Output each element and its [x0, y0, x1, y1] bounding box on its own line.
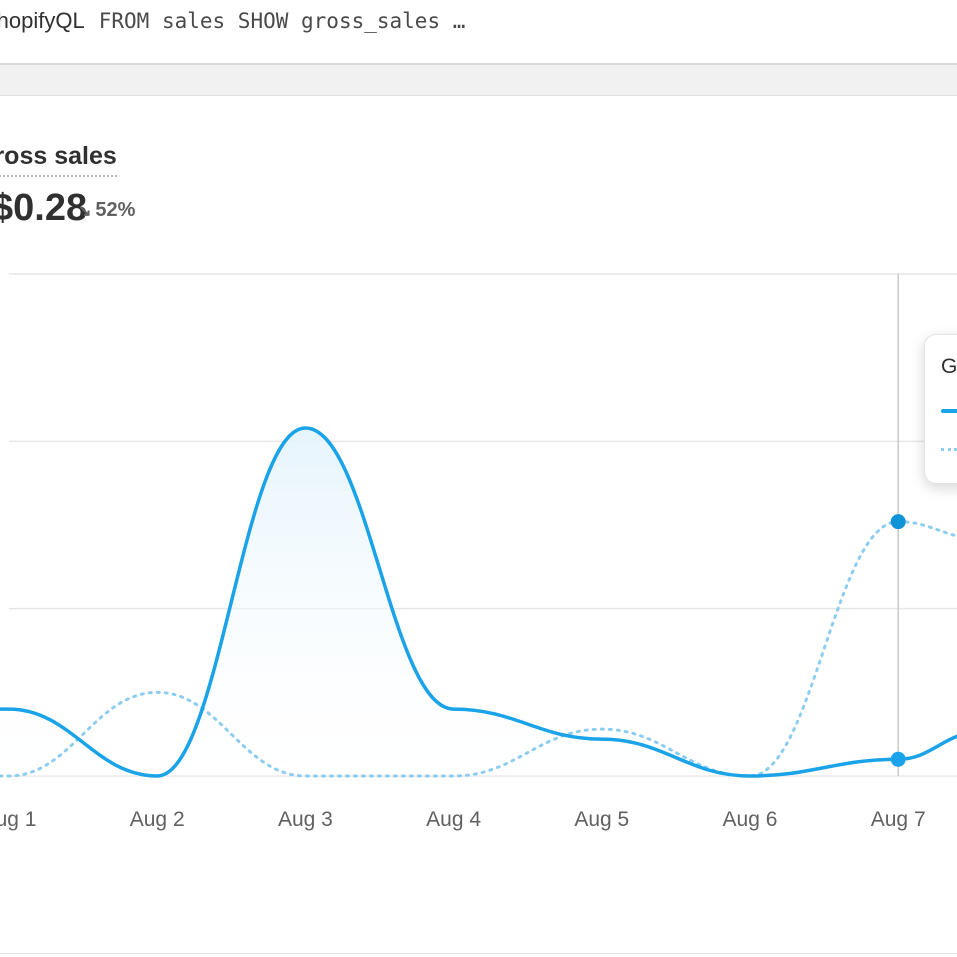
tooltip-primary-series-swatch — [941, 409, 957, 413]
arrow-down-right-icon: ↘ — [78, 203, 92, 220]
metric-title[interactable]: Gross sales — [0, 141, 117, 177]
toolbar-strip — [0, 65, 957, 96]
card-divider — [0, 953, 957, 954]
chart-tooltip: Gross sales — [924, 334, 957, 484]
tooltip-title: Gross sales — [941, 355, 957, 378]
query-text[interactable]: ShopifyQL FROM sales SHOW gross_sales … — [0, 6, 465, 36]
metric-value: $0.28 — [0, 187, 88, 229]
query-editor-bar[interactable]: ShopifyQL FROM sales SHOW gross_sales … — [0, 0, 957, 65]
metric-change: ↘ 52% — [78, 198, 135, 224]
chart-card — [0, 96, 957, 957]
tooltip-comparison-series-swatch — [941, 448, 957, 451]
query-language-label: ShopifyQL — [0, 8, 85, 33]
query-code[interactable]: FROM sales SHOW gross_sales … — [98, 9, 466, 33]
metric-change-percent: 52% — [95, 199, 136, 221]
